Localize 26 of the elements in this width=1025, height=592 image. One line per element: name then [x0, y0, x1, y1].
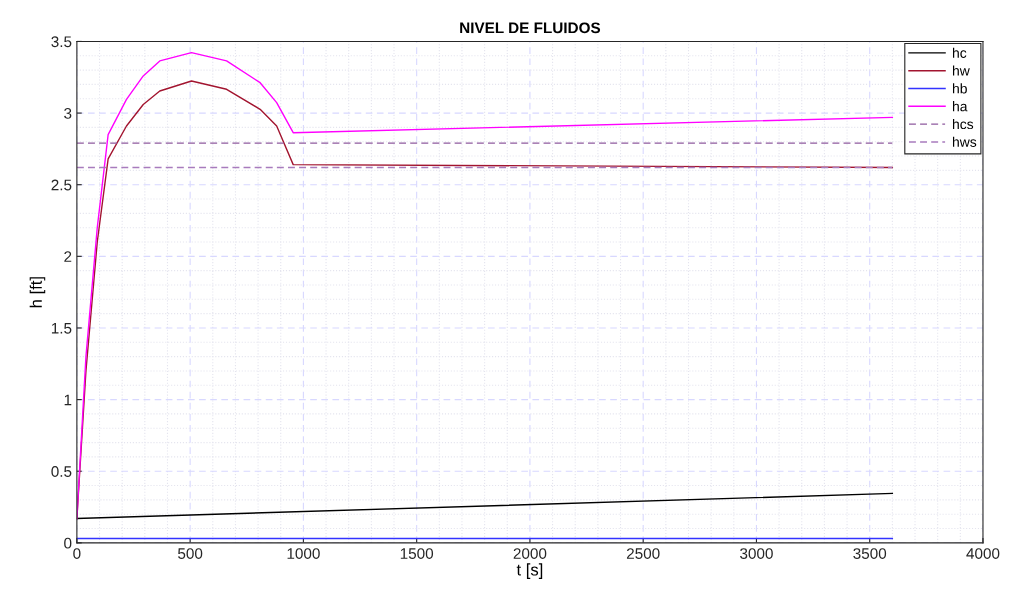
y-tick-label: 2.5 [51, 179, 72, 191]
x-tick-label: 1500 [400, 548, 434, 559]
x-tick-label: 2000 [513, 548, 547, 559]
chart-title: NIVEL DE FLUIDOS [460, 22, 601, 34]
x-tick-label: 1000 [287, 548, 320, 559]
y-tick-label: 3.5 [51, 36, 72, 48]
legend-label: ha [952, 101, 968, 112]
x-tick-label: 3500 [853, 548, 887, 559]
legend-label: hws [952, 136, 977, 147]
x-tick-label: 0 [73, 548, 81, 559]
x-tick-label: 4000 [966, 548, 1000, 559]
x-tick-label: 500 [178, 548, 203, 559]
y-tick-label: 1.5 [51, 322, 72, 334]
y-tick-label: 0 [64, 537, 72, 549]
legend-label: hc [952, 47, 967, 58]
y-tick-label: 0.5 [51, 466, 72, 477]
x-tick-label: 3000 [740, 548, 773, 559]
y-axis-title: h [ft] [29, 277, 46, 308]
x-tick-label: 2500 [626, 548, 660, 559]
y-tick-label: 1 [64, 394, 72, 406]
legend-label: hcs [952, 118, 974, 130]
legend-label: hb [952, 83, 967, 94]
y-tick-label: 3 [64, 107, 72, 119]
legend-label: hw [952, 65, 970, 76]
x-axis-title: t [s] [516, 563, 543, 579]
y-tick-label: 2 [64, 251, 72, 262]
